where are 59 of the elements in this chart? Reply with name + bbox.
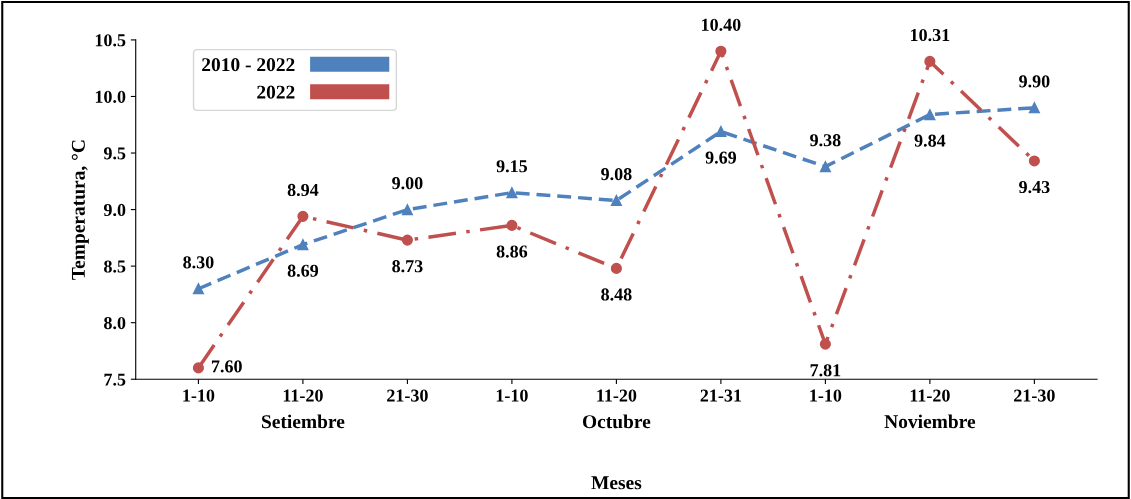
x-tick-label: 1-10 (496, 389, 528, 402)
x-tick-label: 11-20 (597, 389, 637, 402)
y-tick-label: 9.5 (103, 147, 126, 160)
y-axis-title: Temperatura, °C (71, 140, 89, 280)
x-tick-label: 1-10 (183, 389, 215, 402)
data-label: 8.94 (287, 183, 319, 197)
data-label: 10.31 (911, 28, 950, 42)
y-tick-label: 8.5 (104, 260, 126, 273)
data-label: 9.90 (1019, 75, 1050, 88)
data-label: 7.60 (211, 360, 242, 373)
point (401, 234, 413, 246)
point (192, 283, 204, 295)
point (192, 362, 204, 374)
point (1028, 102, 1040, 114)
x-tick-label: 21-31 (700, 389, 742, 402)
text: Noviembre (884, 414, 976, 429)
y-tick-label: 8.0 (104, 316, 126, 330)
x-tick-label: 11-20 (910, 389, 950, 402)
point (506, 219, 518, 231)
point (610, 194, 622, 207)
y-tick-label: 10.5 (95, 34, 126, 47)
point (924, 109, 936, 121)
data-label: 9.00 (392, 177, 423, 190)
data-label: 9.15 (496, 160, 528, 173)
point (924, 55, 936, 67)
point (506, 187, 518, 199)
data-label: 9.43 (1019, 180, 1050, 194)
y-tick-label: 7.5 (104, 373, 126, 386)
data-label: 8.48 (601, 288, 632, 301)
data-label: 8.86 (496, 245, 528, 258)
data-label: 10.40 (702, 18, 741, 31)
x-tick-label: 1-10 (810, 389, 842, 402)
data-label: 9.69 (705, 151, 737, 164)
data-label: 9.38 (810, 134, 841, 147)
data-label: 9.84 (914, 134, 946, 147)
point (715, 125, 727, 138)
x-tick-label: 11-20 (283, 389, 323, 402)
data-label: 8.30 (183, 256, 214, 269)
point (819, 338, 831, 350)
y-tick-label: 9.0 (103, 203, 126, 217)
data-label: 7.81 (810, 364, 841, 377)
y-tick-label: 10.0 (95, 90, 126, 103)
point (401, 204, 413, 216)
text: Setiembre (262, 414, 345, 429)
data-label: 8.69 (287, 264, 319, 277)
point (610, 262, 622, 274)
x-tick-label: 21-30 (1014, 389, 1055, 402)
legend-label: 2010 - 2022 (202, 58, 295, 72)
point (297, 239, 309, 251)
x-axis-title: Meses (591, 476, 642, 490)
x-tick-label: 21-30 (387, 389, 428, 402)
legend-label: 2022 (257, 85, 295, 99)
point (1028, 155, 1040, 167)
point (819, 161, 831, 173)
data-label: 9.08 (601, 168, 632, 181)
point (297, 210, 309, 222)
text: Octubre (582, 414, 651, 429)
point (715, 45, 727, 57)
data-label: 8.73 (392, 260, 423, 273)
